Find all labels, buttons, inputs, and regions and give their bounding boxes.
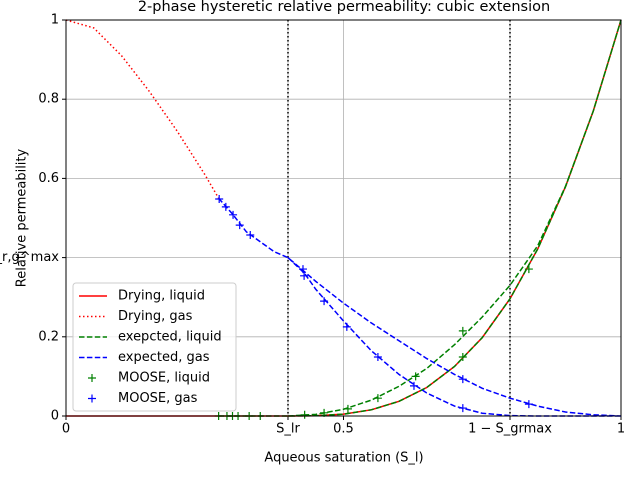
y-tick-label: 0	[51, 409, 59, 424]
x-tick-label: S_lr	[276, 422, 300, 437]
marker	[221, 202, 230, 211]
legend-label: expected, gas	[118, 350, 210, 365]
marker	[458, 375, 467, 384]
axes-frame	[65, 19, 622, 417]
marker	[235, 221, 244, 230]
legend-label: Drying, liquid	[118, 289, 205, 304]
legend-label: MOOSE, gas	[118, 391, 198, 406]
marker	[298, 265, 307, 274]
marker	[458, 404, 467, 413]
marker	[373, 394, 382, 403]
legend: Drying, liquid Drying, gas exepcted, liqui…	[72, 282, 237, 412]
marker	[320, 297, 329, 306]
marker	[246, 231, 255, 240]
series-line	[65, 19, 220, 199]
x-tick-label: 0.5	[333, 422, 354, 437]
y-tick-label: 0.6	[38, 171, 59, 186]
legend-marker	[88, 374, 96, 382]
marker	[411, 372, 420, 381]
x-axis-label: Aqueous saturation (S_l)	[264, 451, 423, 466]
legend-marker	[88, 394, 96, 403]
marker	[373, 352, 382, 361]
legend-box	[72, 282, 237, 412]
chart-title: 2-phase hysteretic relative permeability…	[138, 0, 550, 15]
y-tick-label: 0.2	[38, 329, 59, 344]
y-tick-label: 1	[51, 13, 59, 28]
marker	[458, 326, 467, 335]
marker	[409, 381, 418, 390]
marker	[320, 408, 329, 417]
marker	[458, 352, 467, 361]
marker	[524, 400, 533, 409]
legend-label: MOOSE, liquid	[118, 371, 210, 386]
x-tick-label: 1 − S_grmax	[468, 422, 552, 437]
y-axis-label: Relative permeability	[15, 148, 30, 287]
x-tick-label: 1	[617, 422, 625, 437]
marker	[342, 322, 351, 331]
marker	[215, 194, 224, 203]
y-tick-label: k_r,g^max	[0, 250, 59, 265]
legend-label: exepcted, liquid	[118, 330, 222, 345]
series-line	[218, 19, 622, 417]
marker	[300, 410, 309, 419]
marker	[343, 404, 352, 413]
series-line	[218, 197, 622, 417]
x-tick-label: 0	[62, 422, 70, 437]
marker	[300, 271, 309, 280]
y-tick-label: 0.8	[38, 92, 59, 107]
marker	[524, 265, 533, 274]
legend-label: Drying, gas	[118, 309, 193, 324]
marker	[229, 210, 238, 219]
